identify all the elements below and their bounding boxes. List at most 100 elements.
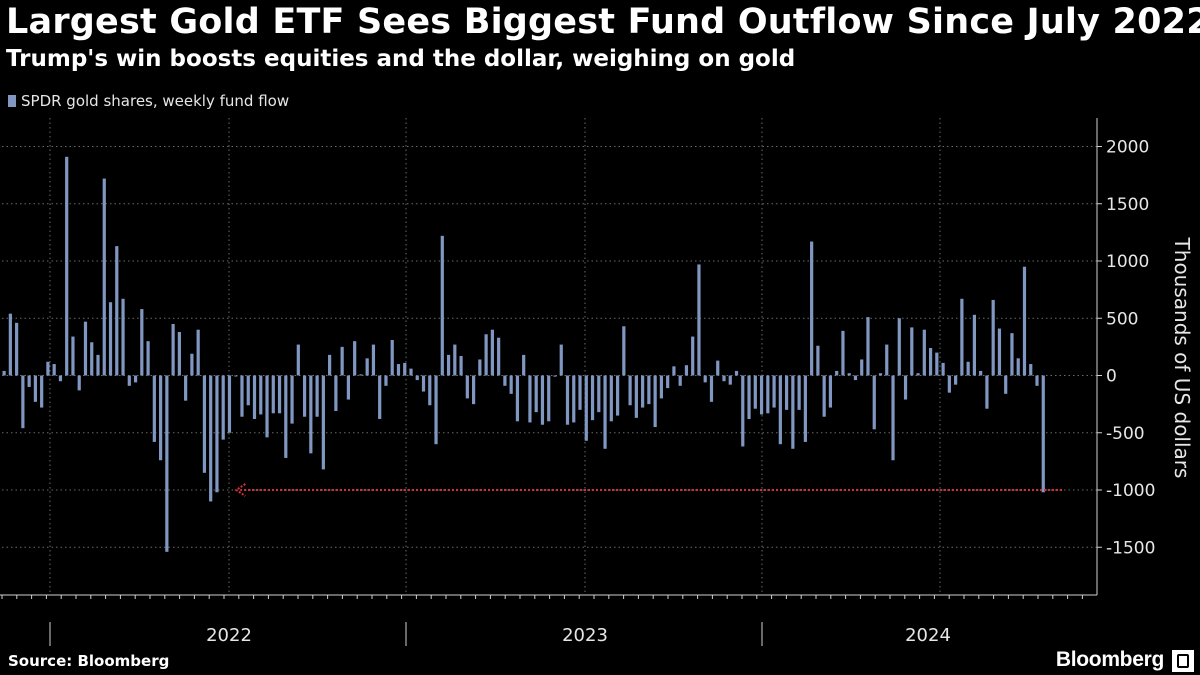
bar bbox=[947, 375, 951, 393]
bar bbox=[421, 375, 426, 392]
bar bbox=[672, 366, 676, 376]
bar bbox=[246, 375, 250, 406]
bloomberg-logo: Bloomberg bbox=[1055, 648, 1164, 671]
bar bbox=[759, 375, 764, 415]
bar bbox=[697, 264, 701, 376]
bar bbox=[27, 375, 31, 387]
bar bbox=[159, 375, 163, 461]
bar bbox=[941, 362, 945, 376]
bar bbox=[659, 375, 663, 399]
bar bbox=[52, 364, 56, 376]
bar bbox=[728, 375, 732, 385]
bar bbox=[133, 375, 138, 383]
bar bbox=[741, 375, 745, 447]
bar bbox=[691, 336, 695, 376]
bar bbox=[1035, 375, 1039, 386]
bar bbox=[353, 341, 357, 376]
bar bbox=[465, 375, 469, 399]
bar bbox=[340, 346, 344, 376]
bar bbox=[716, 360, 720, 376]
bar bbox=[121, 298, 125, 376]
bar bbox=[878, 373, 883, 376]
bar bbox=[703, 375, 707, 383]
bar bbox=[547, 375, 551, 422]
bar bbox=[866, 317, 870, 376]
bar bbox=[615, 375, 620, 416]
bar bbox=[378, 375, 382, 420]
bar bbox=[954, 375, 958, 385]
bar bbox=[928, 348, 933, 376]
bar bbox=[328, 354, 332, 376]
bar bbox=[653, 375, 657, 428]
bar bbox=[108, 302, 113, 376]
source-note: Source: Bloomberg bbox=[8, 652, 170, 670]
bar bbox=[584, 375, 588, 441]
y-axis-label: Thousands of US dollars bbox=[1170, 237, 1194, 479]
bar bbox=[390, 340, 394, 376]
bar bbox=[722, 375, 726, 382]
bar bbox=[234, 375, 238, 377]
bar bbox=[910, 327, 914, 376]
bar bbox=[1029, 364, 1033, 376]
bar bbox=[115, 246, 119, 376]
bar bbox=[828, 375, 833, 408]
bar bbox=[77, 375, 81, 391]
bar bbox=[641, 375, 645, 408]
bar bbox=[603, 375, 607, 449]
bar bbox=[221, 375, 225, 440]
annotation-arrowhead bbox=[234, 483, 246, 497]
bar bbox=[453, 344, 457, 376]
bar bbox=[503, 375, 507, 386]
bar bbox=[396, 364, 401, 376]
y-tick-labels: 2000 1500 1000 500 0 -500 -1000 -1500 bbox=[1106, 138, 1155, 559]
bar bbox=[709, 375, 714, 402]
chart-title: Largest Gold ETF Sees Biggest Fund Outfl… bbox=[6, 2, 1200, 42]
y-tick-label: -500 bbox=[1106, 424, 1145, 444]
bar bbox=[960, 298, 964, 376]
bar bbox=[33, 375, 37, 402]
bar bbox=[553, 375, 557, 377]
legend: SPDR gold shares, weekly fund flow bbox=[8, 92, 289, 110]
bar bbox=[897, 318, 901, 376]
bar bbox=[847, 373, 851, 376]
bar bbox=[628, 375, 632, 406]
bar bbox=[1004, 375, 1008, 394]
bar bbox=[202, 375, 207, 473]
y-tick-label: 1000 bbox=[1106, 252, 1149, 272]
grid-lines bbox=[2, 118, 1097, 595]
bar bbox=[15, 322, 19, 376]
bar bbox=[140, 309, 144, 376]
bar bbox=[490, 329, 494, 376]
year-labels: 2022 2023 2024 bbox=[206, 625, 951, 646]
bar bbox=[522, 354, 526, 376]
bar bbox=[284, 375, 288, 458]
bar bbox=[534, 375, 538, 413]
bar bbox=[565, 375, 570, 425]
bar bbox=[785, 375, 789, 410]
annotation-arrow bbox=[234, 483, 1063, 497]
bar bbox=[597, 375, 601, 413]
bar bbox=[428, 375, 432, 406]
bar bbox=[215, 375, 219, 493]
bar bbox=[841, 330, 845, 376]
bar bbox=[8, 313, 12, 376]
bar bbox=[96, 354, 100, 376]
bar bbox=[227, 375, 232, 433]
bar bbox=[58, 375, 63, 382]
bar bbox=[177, 331, 181, 376]
bar bbox=[1016, 358, 1020, 376]
bar bbox=[853, 375, 858, 381]
bar bbox=[872, 375, 876, 430]
bar bbox=[152, 375, 156, 442]
chart-subtitle: Trump's win boosts equities and the doll… bbox=[6, 46, 796, 72]
bar bbox=[835, 370, 839, 376]
bar bbox=[528, 375, 532, 423]
bar bbox=[446, 354, 451, 376]
y-tick-label: -1000 bbox=[1106, 481, 1155, 501]
bar bbox=[384, 375, 388, 386]
bar bbox=[321, 375, 325, 470]
bar bbox=[334, 375, 338, 411]
legend-swatch bbox=[8, 95, 16, 107]
bar bbox=[302, 375, 307, 417]
bar bbox=[497, 337, 501, 376]
